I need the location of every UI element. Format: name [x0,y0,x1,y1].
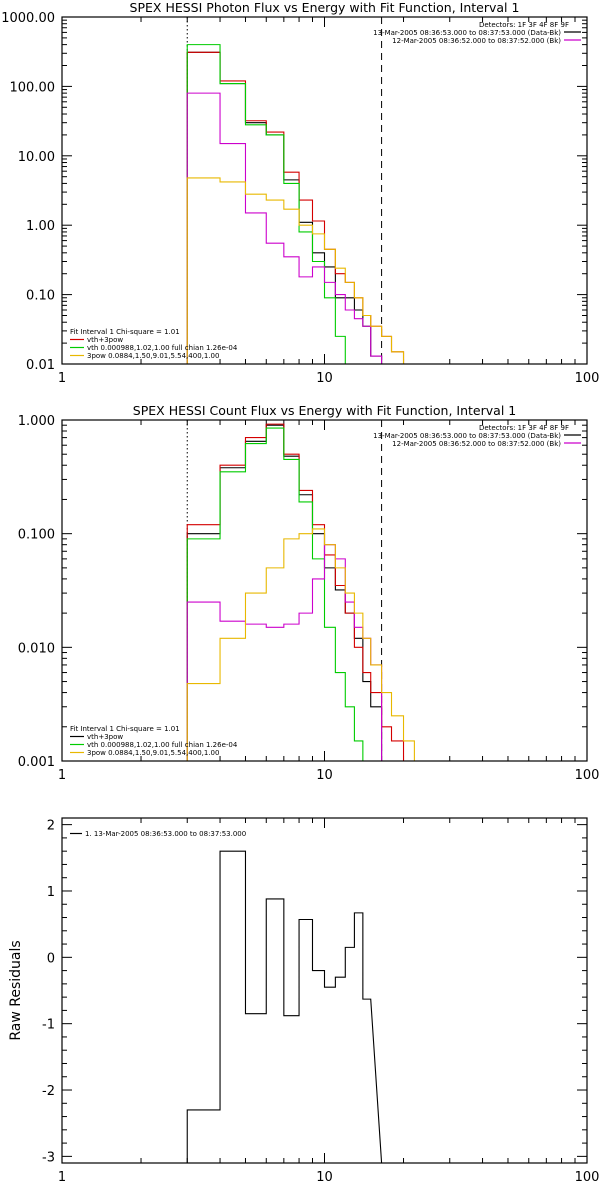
x-tick-label: 100 [575,768,600,783]
legend-label: vth 0.000988,1.02,1.00 full chian 1.26e-… [87,741,238,749]
fit-info-text: Fit Interval 1 Chi-square = 1.01 [70,725,180,733]
y-tick-label: 2 [47,819,55,834]
x-tick-label: 1 [58,371,66,386]
series-step-line-2 [186,44,346,364]
y-tick-label: 100.00 [10,80,56,95]
series-step-line-4 [186,528,415,761]
plot-frame [61,16,588,365]
info-text: 12-Mar-2005 08:36:52.000 to 08:37:52.000… [392,440,561,448]
info-text: 13-Mar-2005 08:36:53.000 to 08:37:53.000… [373,29,561,37]
y-tick-label: 0.10 [26,289,55,304]
series-step-line-2 [186,427,364,761]
y-tick-label: -2 [42,1084,55,1099]
x-tick-label: 10 [316,768,333,783]
series-step-line-0 [186,51,383,364]
legend-label: 1. 13-Mar-2005 08:36:53.000 to 08:37:53.… [85,830,246,838]
y-tick-label: -3 [42,1150,55,1165]
y-tick-label: 10.00 [18,150,55,165]
plot-frame [61,419,588,762]
legend-label: vth 0.000988,1.02,1.00 full chian 1.26e-… [87,344,238,352]
info-text: Detectors: 1F 3F 4F 8F 9F [479,21,569,29]
count-flux-panel: SPEX HESSI Count Flux vs Energy with Fit… [18,403,600,783]
y-tick-label: 0.001 [18,755,55,770]
series-step-line-4 [186,177,405,364]
x-tick-label: 10 [316,371,333,386]
x-tick-label: 100 [575,1170,600,1185]
info-text: Detectors: 1F 3F 4F 8F 9F [479,424,569,432]
y-tick-label: 1.000 [18,414,55,429]
x-tick-label: 10 [316,1170,333,1185]
y-axis-label: Raw Residuals [8,940,24,1040]
fit-info-text: Fit Interval 1 Chi-square = 1.01 [70,328,180,336]
chart-title: SPEX HESSI Count Flux vs Energy with Fit… [133,403,516,418]
legend-label: 3pow 0.0884,1.50,9.01,5.54,400,1.00 [87,352,219,360]
series-step-line-3 [186,544,383,761]
y-tick-label: 0.01 [26,358,55,373]
y-tick-label: 1000.00 [1,11,55,26]
x-tick-label: 1 [58,768,66,783]
legend-label: vth+3pow [87,336,123,344]
y-tick-label: 0.010 [18,641,55,656]
y-tick-label: 0 [47,951,55,966]
photon-flux-panel: SPEX HESSI Photon Flux vs Energy with Fi… [1,0,599,386]
x-tick-label: 100 [575,371,600,386]
chart-title: SPEX HESSI Photon Flux vs Energy with Fi… [130,0,520,15]
info-text: 12-Mar-2005 08:36:52.000 to 08:37:52.000… [392,37,561,45]
plot-frame [61,817,588,1164]
info-text: 13-Mar-2005 08:36:53.000 to 08:37:53.000… [373,432,561,440]
y-tick-label: 1.00 [26,219,55,234]
x-tick-label: 1 [58,1170,66,1185]
y-tick-label: -1 [42,1018,55,1033]
series-step-line-1 [186,423,405,761]
series-step-line-3 [186,92,383,364]
series-step-line-0 [186,850,383,1163]
legend-label: vth+3pow [87,733,123,741]
y-tick-label: 1 [47,885,55,900]
legend-label: 3pow 0.0884,1.50,9.01,5.54,400,1.00 [87,749,219,757]
y-tick-label: 0.100 [18,528,55,543]
